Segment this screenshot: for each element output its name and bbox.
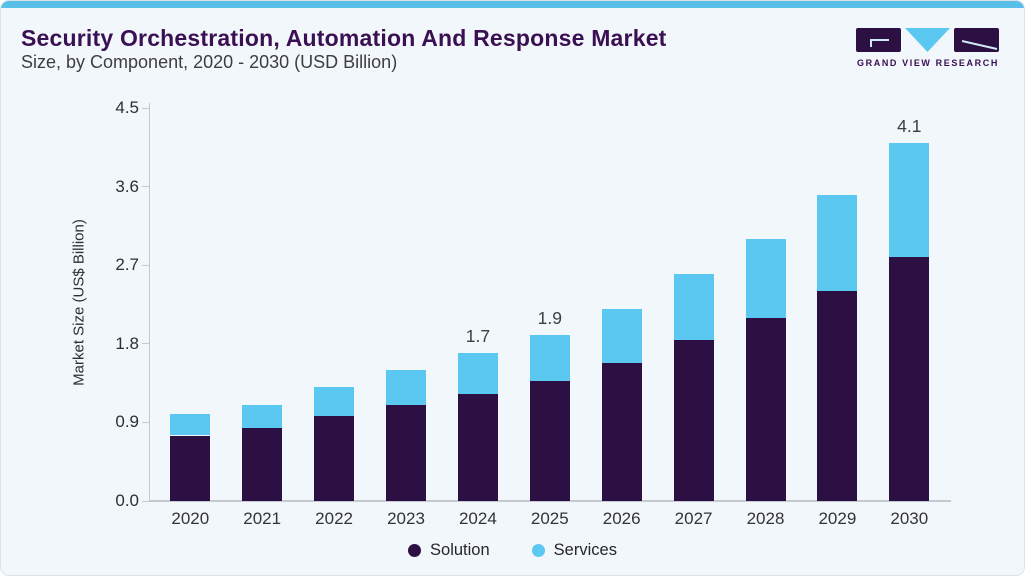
bar-segment-solution-2027	[673, 340, 714, 501]
legend-item-solution: Solution	[408, 541, 490, 560]
gvr-logo: GRAND VIEW RESEARCH	[854, 26, 1002, 70]
x-axis-line	[149, 500, 951, 502]
bar-segment-services-2023	[386, 370, 426, 405]
bar-segment-solution-2024	[457, 393, 498, 501]
services-swatch-icon	[531, 543, 545, 557]
y-tick-label: 1.8	[115, 333, 139, 353]
x-tick-label-2023: 2023	[387, 509, 425, 528]
legend-label-services: Services	[553, 540, 617, 559]
y-axis-tick	[142, 186, 149, 188]
bar-segment-solution-2021	[242, 427, 283, 501]
x-tick-label-2026: 2026	[602, 509, 641, 528]
y-tick-label: 4.5	[115, 98, 139, 117]
y-tick-label: 0.0	[115, 491, 139, 510]
y-axis-tick	[142, 107, 149, 109]
bar-value-label-2024: 1.7	[465, 325, 491, 346]
y-axis-tick	[142, 500, 149, 502]
bar-segment-services-2020	[170, 413, 211, 436]
bar-segment-solution-2022	[314, 416, 355, 501]
bar-segment-services-2027	[673, 273, 714, 341]
bar-value-label-2030: 4.1	[897, 115, 922, 136]
x-tick-label-2028: 2028	[746, 509, 785, 528]
x-tick-label-2021: 2021	[243, 509, 282, 528]
chart-subtitle: Size, by Component, 2020 - 2030 (USD Bil…	[21, 52, 398, 72]
y-tick-label: 3.6	[115, 176, 139, 196]
card-accent-bar	[1, 1, 1024, 8]
solution-swatch-icon	[408, 543, 422, 557]
bar-segment-solution-2029	[817, 290, 858, 501]
bar-segment-solution-2028	[745, 317, 786, 501]
bar-segment-services-2025	[529, 335, 570, 382]
bar-segment-solution-2020	[170, 435, 211, 501]
bar-segment-solution-2025	[529, 381, 570, 501]
legend-label-solution: Solution	[430, 540, 490, 559]
bar-segment-services-2026	[601, 308, 642, 363]
x-tick-label-2020: 2020	[171, 509, 210, 528]
y-axis-title: Market Size (US$ Billion)	[70, 219, 88, 386]
bar-segment-services-2021	[242, 404, 283, 428]
gvr-logo-text: GRAND VIEW RESEARCH	[857, 58, 999, 68]
y-axis-line	[149, 103, 150, 501]
x-tick-label-2022: 2022	[315, 509, 353, 528]
bar-segment-solution-2026	[601, 363, 642, 501]
y-axis-tick	[142, 264, 149, 266]
chart-title: Security Orchestration, Automation And R…	[21, 25, 667, 51]
bar-segment-services-2022	[314, 387, 355, 417]
bar-value-label-2025: 1.9	[537, 308, 562, 329]
x-tick-label-2024: 2024	[458, 509, 497, 528]
bar-segment-services-2030	[889, 142, 930, 258]
bar-segment-services-2029	[817, 195, 858, 291]
x-tick-label-2027: 2027	[674, 509, 713, 528]
legend-item-services: Services	[531, 540, 617, 560]
y-tick-label: 0.9	[115, 412, 139, 432]
y-tick-label: 2.7	[115, 255, 139, 275]
gvr-logo-icon	[856, 28, 999, 52]
x-tick-label-2025: 2025	[530, 509, 569, 528]
y-axis-tick	[142, 421, 149, 423]
bar-segment-solution-2030	[889, 257, 930, 501]
legend: Solution Services	[1, 537, 1024, 563]
x-tick-label-2029: 2029	[818, 509, 857, 528]
bar-segment-services-2028	[745, 239, 786, 318]
x-tick-label-2030: 2030	[890, 509, 929, 528]
y-axis-tick	[142, 343, 149, 345]
bar-segment-solution-2023	[386, 404, 426, 501]
bar-segment-services-2024	[457, 352, 498, 394]
